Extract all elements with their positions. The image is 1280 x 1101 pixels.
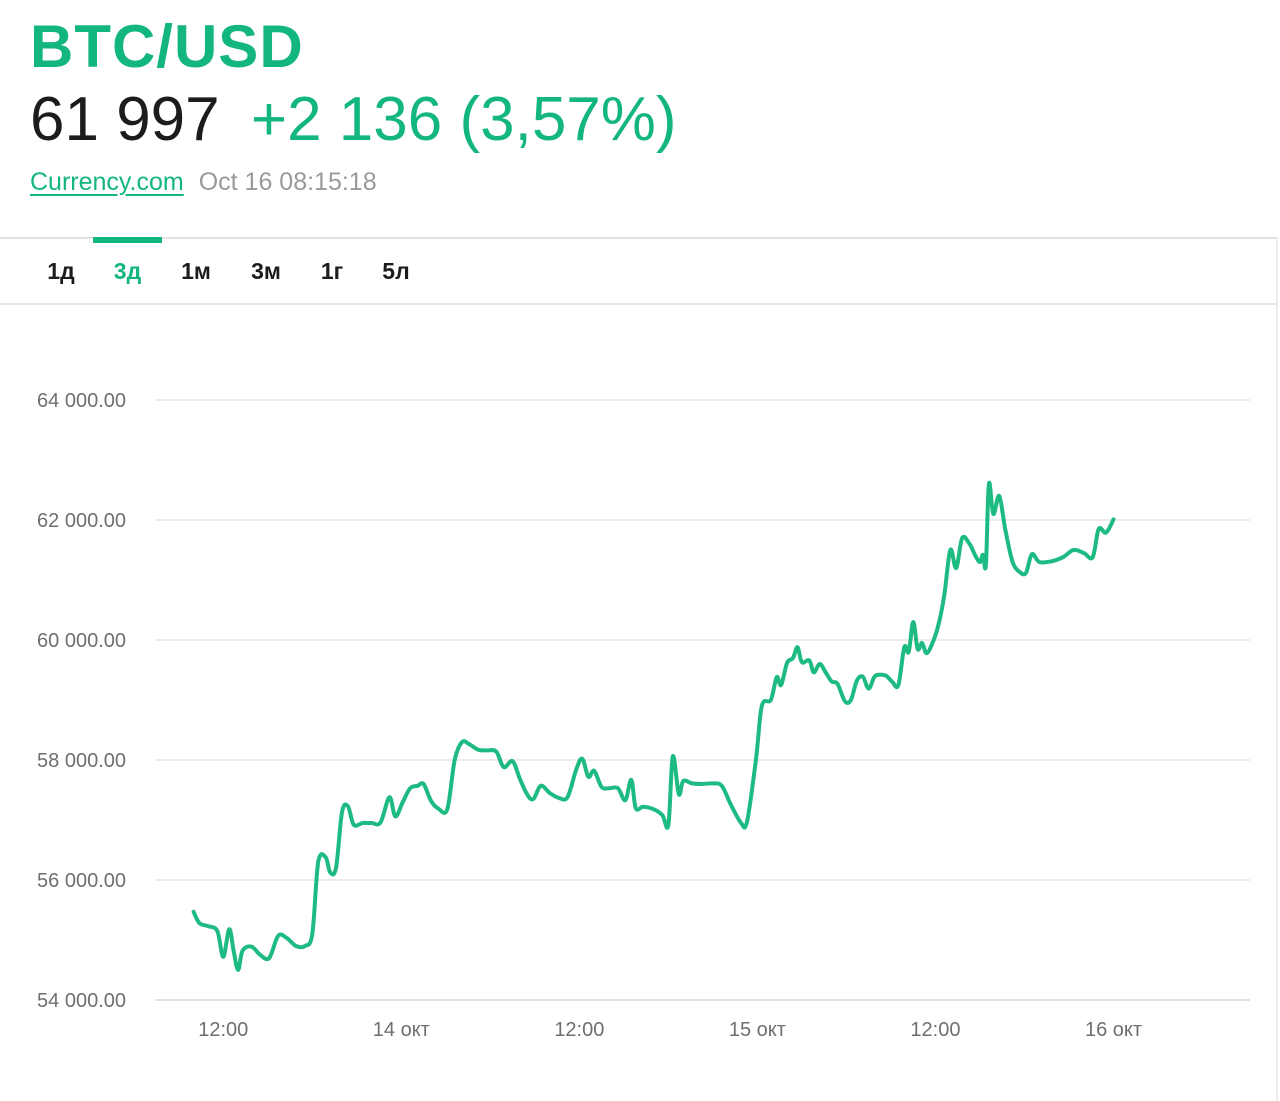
source-row: Currency.com Oct 16 08:15:18: [30, 166, 377, 198]
price-change: +2 136 (3,57%): [250, 85, 677, 154]
grid-lines: [155, 399, 1250, 1001]
x-tick-label: 12:00: [910, 1019, 960, 1041]
range-tabs: 1д 3д 1м 3м 1г 5л: [0, 239, 600, 303]
tab-3d[interactable]: 3д: [113, 258, 142, 284]
x-tick-label: 15 окт: [729, 1019, 786, 1041]
active-tab-indicator: [93, 237, 162, 243]
timestamp: Oct 16 08:15:18: [198, 168, 377, 196]
tabs-divider-top: [0, 237, 1276, 239]
tabs-divider-bottom: [0, 303, 1276, 305]
tab-1m[interactable]: 1м: [181, 258, 211, 284]
y-tick-label: 56 000.00: [37, 870, 126, 892]
price-series-line: [191, 480, 1116, 972]
x-tick-label: 12:00: [554, 1019, 604, 1041]
y-tick-label: 54 000.00: [37, 990, 126, 1012]
price-row: 61 997 +2 136 (3,57%): [30, 84, 677, 156]
x-tick-label: 12:00: [198, 1019, 248, 1041]
current-price: 61 997: [30, 85, 220, 154]
panel-edge: [1276, 237, 1278, 1101]
y-tick-label: 58 000.00: [37, 750, 126, 772]
tab-5y[interactable]: 5л: [382, 258, 410, 284]
x-tick-label: 14 окт: [373, 1019, 430, 1041]
source-link[interactable]: Currency.com: [30, 168, 184, 196]
x-tick-label: 16 окт: [1085, 1019, 1142, 1041]
y-axis-ticks: 54 000.00 56 000.00 58 000.00 60 000.00 62 0…: [37, 390, 126, 1012]
pair-title: BTC/USD: [30, 13, 304, 80]
y-tick-label: 64 000.00: [37, 390, 126, 412]
x-axis-ticks: 12:00 14 окт 12:00 15 окт 12:00 16 окт: [198, 1019, 1142, 1041]
tab-3m[interactable]: 3м: [251, 258, 281, 284]
price-chart: 54 000.00 56 000.00 58 000.00 60 000.00 62 0…: [37, 390, 1250, 1041]
tab-1y[interactable]: 1г: [320, 258, 344, 284]
y-tick-label: 62 000.00: [37, 510, 126, 532]
y-tick-label: 60 000.00: [37, 630, 126, 652]
tab-1d[interactable]: 1д: [47, 258, 75, 284]
